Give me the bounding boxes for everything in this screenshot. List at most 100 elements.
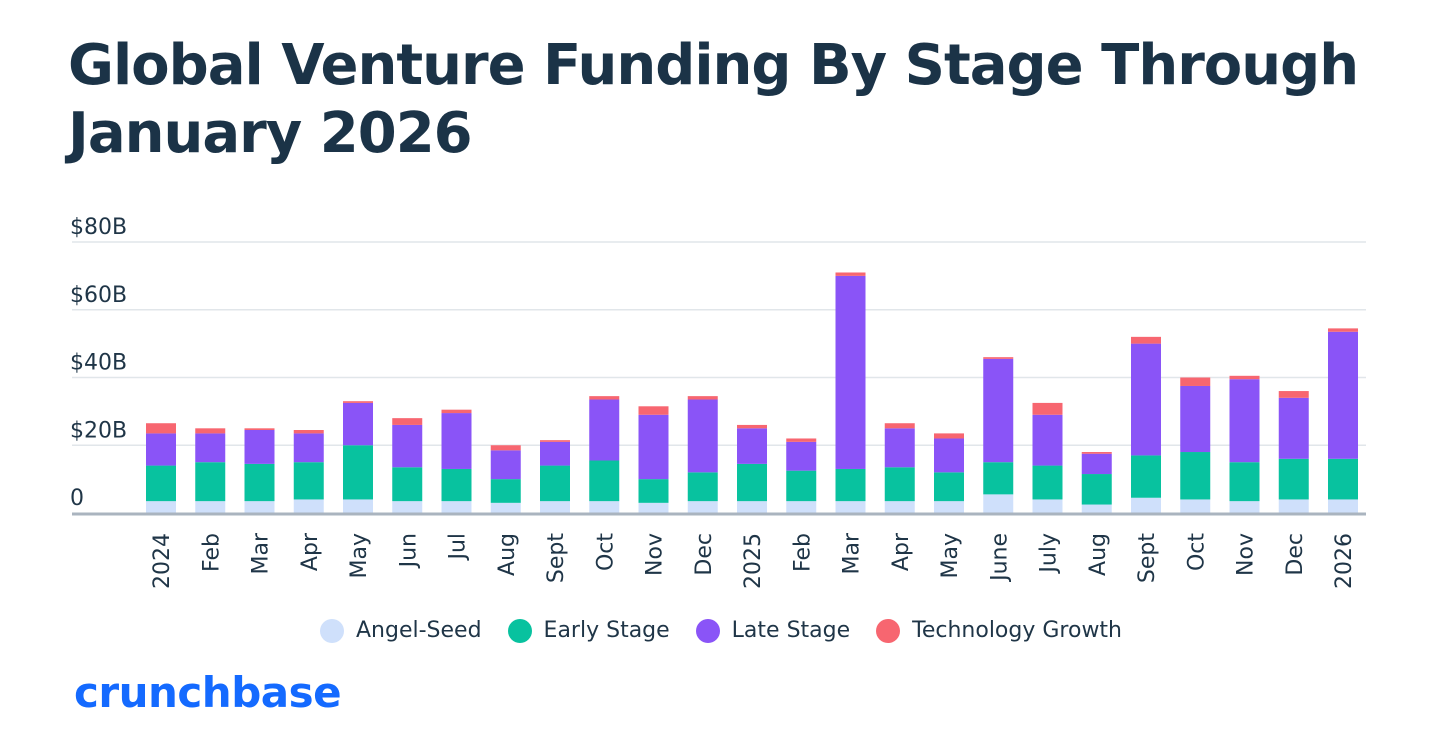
- bar-segment-angel-seed-13: [786, 501, 817, 513]
- bars: [146, 272, 1358, 513]
- x-tick-label-19: Aug: [1086, 533, 1111, 576]
- bar-segment-technology-growth-20: [1131, 336, 1161, 344]
- bar-segment-late-stage-10: [638, 414, 669, 480]
- bar-segment-early-stage-5: [392, 467, 423, 502]
- bar-segment-technology-growth-16: [934, 433, 964, 439]
- bar-segment-late-stage-23: [1278, 397, 1309, 459]
- bar-segment-late-stage-4: [343, 402, 373, 446]
- x-tick-label-16: May: [938, 533, 963, 578]
- bar-segment-late-stage-15: [884, 428, 915, 468]
- bar-segment-angel-seed-7: [490, 502, 521, 513]
- legend-swatch-angel-seed: [320, 618, 344, 643]
- bar-segment-late-stage-7: [490, 450, 521, 480]
- bar-segment-early-stage-12: [737, 463, 767, 502]
- bar-segment-early-stage-16: [934, 472, 964, 502]
- bar-segment-early-stage-10: [638, 479, 669, 503]
- bar-segment-early-stage-0: [146, 465, 176, 502]
- legend-item-early-stage: Early Stage: [507, 618, 670, 643]
- bar-segment-angel-seed-17: [983, 494, 1014, 513]
- bar-segment-early-stage-2: [244, 463, 275, 502]
- bar-segment-technology-growth-22: [1229, 375, 1260, 380]
- bar-segment-late-stage-9: [589, 399, 620, 461]
- bar-segment-angel-seed-15: [884, 501, 915, 513]
- y-tick-label-40: $40B: [70, 351, 127, 376]
- bar-segment-late-stage-14: [835, 275, 866, 469]
- bar-segment-early-stage-8: [540, 465, 570, 502]
- bar-segment-angel-seed-18: [1032, 499, 1063, 513]
- bar-segment-late-stage-2: [244, 430, 275, 464]
- x-tick-label-14: Mar: [840, 532, 865, 574]
- bar-segment-technology-growth-4: [343, 401, 373, 403]
- bar-segment-late-stage-16: [934, 438, 964, 473]
- x-tick-label-20: Sept: [1135, 533, 1160, 583]
- bar-segment-technology-growth-0: [146, 423, 176, 434]
- x-tick-label-17: June: [987, 533, 1012, 583]
- bar-segment-angel-seed-9: [589, 501, 620, 513]
- bar-segment-angel-seed-3: [293, 499, 324, 513]
- chart-title: Global Venture Funding By Stage Through …: [68, 33, 1359, 166]
- legend-label-angel-seed: Angel-Seed: [356, 618, 482, 643]
- bar-segment-late-stage-17: [983, 358, 1014, 463]
- legend-swatch-late-stage: [695, 618, 720, 643]
- bar-segment-late-stage-3: [293, 433, 324, 463]
- bar-segment-early-stage-19: [1081, 474, 1112, 505]
- bar-segment-angel-seed-14: [835, 501, 866, 513]
- bar-segment-angel-seed-16: [934, 501, 964, 513]
- x-tick-label-3: Apr: [298, 532, 323, 571]
- gridlines: [72, 241, 1366, 446]
- bar-segment-early-stage-13: [786, 470, 817, 502]
- bar-segment-early-stage-23: [1278, 458, 1309, 500]
- bar-segment-late-stage-21: [1180, 385, 1211, 453]
- x-tick-label-13: Feb: [790, 533, 815, 572]
- x-tick-label-6: Jul: [446, 533, 471, 562]
- bar-segment-early-stage-24: [1328, 458, 1358, 500]
- bar-segment-angel-seed-12: [737, 501, 767, 513]
- x-tick-label-9: Oct: [593, 533, 618, 571]
- bar-segment-late-stage-0: [146, 433, 176, 466]
- legend-swatch-technology-growth: [876, 618, 901, 643]
- bar-segment-technology-growth-14: [835, 272, 866, 276]
- x-axis-tick-labels: 2024 Feb Mar Apr May Jun Jul Aug Sept Oct Nov Dec 20…: [150, 532, 1357, 589]
- bar-segment-technology-growth-9: [589, 396, 620, 400]
- bar-segment-technology-growth-24: [1328, 328, 1358, 332]
- x-tick-label-4: May: [347, 533, 372, 578]
- bar-segment-early-stage-7: [490, 479, 521, 503]
- legend: Angel-Seed Early Stage Late Stage Techno…: [320, 618, 1160, 643]
- legend-item-angel-seed: Angel-Seed: [320, 618, 482, 643]
- bar-segment-late-stage-12: [737, 428, 767, 464]
- y-tick-label-60: $60B: [70, 283, 127, 308]
- x-tick-label-5: Jun: [396, 533, 421, 569]
- legend-item-late-stage: Late Stage: [695, 618, 850, 643]
- bar-segment-angel-seed-21: [1180, 499, 1211, 513]
- bar-segment-technology-growth-17: [983, 357, 1014, 359]
- stacked-bar-chart: 0 $20B $40B $60B $80B 2024 Feb Mar Apr May Jun Jul…: [70, 215, 1366, 589]
- bar-segment-angel-seed-19: [1081, 504, 1112, 513]
- bar-segment-late-stage-5: [392, 424, 423, 468]
- bar-segment-late-stage-22: [1229, 379, 1260, 463]
- bar-segment-angel-seed-1: [195, 501, 226, 513]
- bar-segment-technology-growth-5: [392, 418, 423, 425]
- bar-segment-angel-seed-20: [1131, 497, 1161, 513]
- bar-segment-angel-seed-8: [540, 501, 570, 513]
- bar-segment-angel-seed-22: [1229, 501, 1260, 513]
- x-tick-label-23: Dec: [1283, 533, 1308, 576]
- bar-segment-technology-growth-7: [490, 445, 521, 451]
- bar-segment-early-stage-6: [441, 468, 472, 502]
- legend-swatch-early-stage: [507, 618, 532, 643]
- x-tick-label-1: Feb: [199, 533, 224, 572]
- bar-segment-late-stage-13: [786, 441, 817, 471]
- bar-segment-technology-growth-11: [687, 396, 718, 400]
- y-axis-tick-labels: 0 $20B $40B $60B $80B: [70, 215, 127, 511]
- bar-segment-early-stage-11: [687, 472, 718, 502]
- x-tick-label-22: Nov: [1234, 533, 1259, 576]
- bar-segment-technology-growth-23: [1278, 391, 1309, 398]
- x-tick-label-24: 2026: [1332, 533, 1357, 589]
- bar-segment-late-stage-18: [1032, 414, 1063, 466]
- bar-segment-angel-seed-11: [687, 501, 718, 513]
- bar-segment-late-stage-11: [687, 399, 718, 473]
- bar-segment-technology-growth-10: [638, 406, 669, 415]
- bar-segment-early-stage-1: [195, 462, 226, 502]
- legend-label-technology-growth: Technology Growth: [912, 618, 1122, 643]
- bar-segment-early-stage-20: [1131, 455, 1161, 498]
- bar-segment-angel-seed-10: [638, 502, 669, 513]
